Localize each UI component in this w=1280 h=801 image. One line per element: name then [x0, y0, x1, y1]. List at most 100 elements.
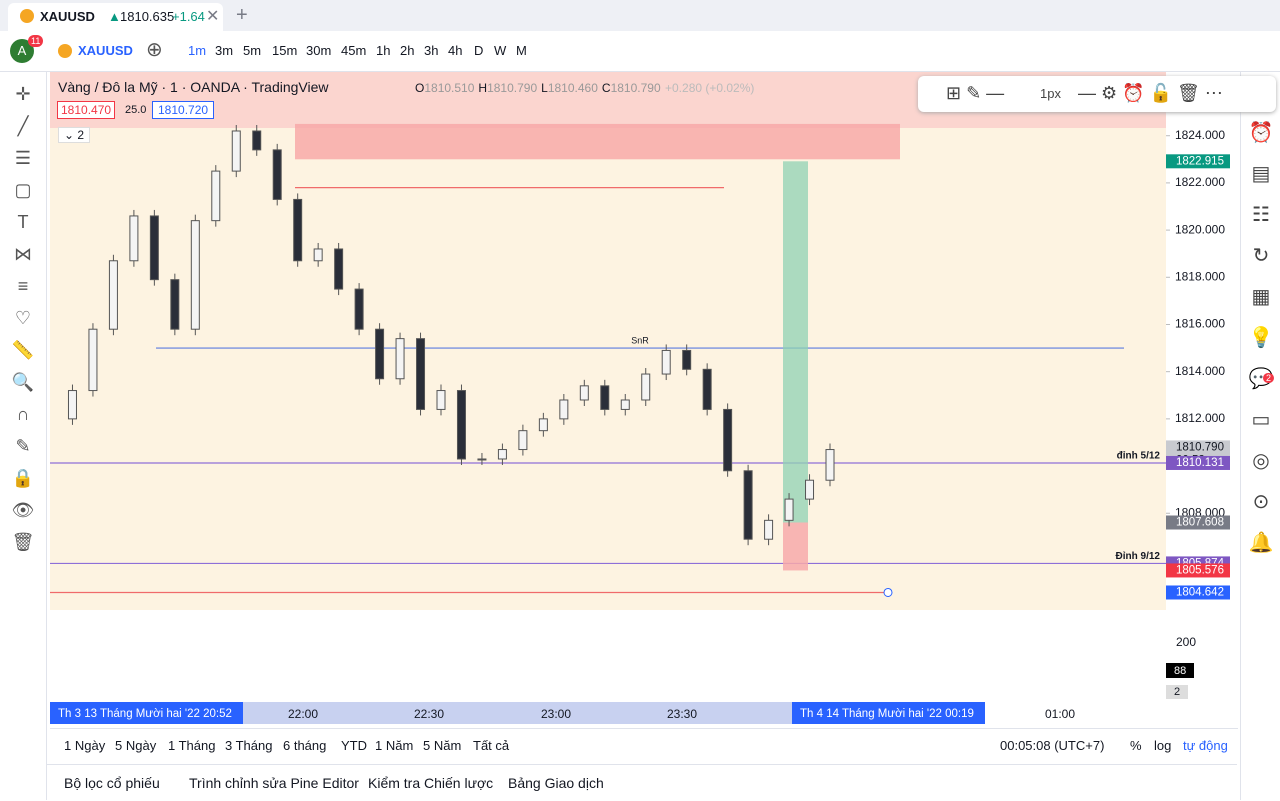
ask[interactable]: 1810.720 — [152, 101, 215, 119]
value: 1810.790 — [610, 81, 661, 95]
interval[interactable]: 2h — [400, 43, 415, 58]
x-tick-label: 23:00 — [541, 707, 571, 721]
badge: 11 — [28, 35, 44, 47]
interval[interactable]: D — [474, 43, 484, 58]
level-label: Đỉnh 9/12 — [1116, 551, 1161, 562]
up-arrow: ▲ — [108, 9, 121, 24]
interval[interactable]: 5m — [243, 43, 262, 58]
x-tick-label: 01:00 — [1045, 707, 1075, 721]
range[interactable]: 1 Tháng — [168, 738, 216, 753]
price-tag — [1166, 515, 1230, 530]
candle — [538, 418, 548, 432]
volume-tag — [1166, 663, 1194, 678]
value: 1810.790 — [487, 81, 538, 95]
target-zone — [783, 161, 808, 523]
x-tick-label: 22:00 — [288, 707, 318, 721]
y-tick-label: 1818.000 — [1175, 269, 1225, 283]
candle — [682, 349, 692, 370]
volume-axis-label: 200 — [1176, 635, 1196, 649]
candle — [600, 385, 610, 410]
toolbar: A 11 XAUUSD ⊕ 1m 3m 5m 15m 30m 45m 1h 2h 3h 4h D W M — [0, 31, 1280, 72]
compare[interactable]: ⊕ — [146, 39, 163, 61]
badge: 2 — [1263, 373, 1275, 383]
interval[interactable]: 45m — [341, 43, 367, 58]
price-tag — [1166, 455, 1230, 470]
line-width[interactable]: 1px — [1040, 86, 1061, 101]
new-tab[interactable]: + — [236, 4, 248, 26]
scale-option[interactable]: tự động — [1183, 738, 1228, 753]
right-sidebar[interactable]: ☰⏰▤☷↻▦💡💬▭◎⊙🔔 — [1240, 72, 1280, 800]
interval[interactable]: 3h — [424, 43, 439, 58]
interval[interactable]: 30m — [306, 43, 332, 58]
y-tick-label: 1814.000 — [1175, 364, 1225, 378]
candle — [456, 390, 466, 460]
candle — [620, 399, 630, 410]
volume-tag-label: 88 — [1174, 665, 1186, 677]
candle — [743, 470, 753, 540]
candle — [149, 215, 159, 281]
tab-price: 1810.635 — [120, 9, 175, 24]
scale-option[interactable]: log — [1154, 738, 1172, 753]
bid[interactable]: 1810.470 — [57, 101, 116, 119]
range[interactable]: 5 Ngày — [115, 738, 157, 753]
price-tag — [1166, 154, 1230, 169]
bottom-tab[interactable]: Trình chỉnh sửa Pine Editor — [189, 775, 359, 791]
icon — [20, 9, 34, 23]
level-label: đỉnh 5/12 — [1117, 451, 1161, 462]
ohlc: O1810.510 H1810.790 L1810.460 C1810.790 — [415, 81, 665, 95]
range[interactable]: 3 Tháng — [225, 738, 273, 753]
symbol[interactable]: XAUUSD — [78, 43, 133, 58]
candle — [211, 170, 221, 222]
range[interactable]: YTD — [341, 738, 367, 753]
candle — [354, 288, 364, 330]
candle — [231, 130, 241, 172]
tools[interactable]: ✛ ╱ ☰ ▢ T ⋈ ≡ ♡ 📏 🔍 ∩ ✎ 🔒 👁 🗑 — [11, 84, 35, 552]
candle — [67, 390, 77, 420]
candle — [272, 149, 282, 200]
interval[interactable]: 1h — [376, 43, 391, 58]
candle — [190, 220, 200, 330]
clock[interactable]: 00:05:08 (UTC+7) — [1000, 738, 1105, 753]
range[interactable]: 1 Ngày — [64, 738, 106, 753]
tab[interactable]: XAUUSD ▲ 1810.635 +1.64 ✕ — [8, 3, 223, 31]
value: 1810.510 — [424, 81, 475, 95]
volume-pane — [50, 610, 1166, 698]
icons[interactable]: ⊞ ✎ — — [946, 83, 1005, 103]
y-tick-label: 1812.000 — [1175, 411, 1225, 425]
range[interactable]: 5 Năm — [423, 738, 462, 753]
y-tick-label: 1824.000 — [1175, 128, 1225, 142]
interval[interactable]: 1m — [188, 43, 207, 58]
range[interactable]: Tất cả — [473, 738, 510, 753]
icons[interactable]: — ⚙ ⏰ 🔓 🗑 ⋯ — [1078, 83, 1223, 103]
candle — [334, 248, 344, 290]
bottom-tab[interactable]: Kiểm tra Chiến lược — [368, 775, 494, 791]
interval[interactable]: M — [516, 43, 527, 58]
count: 2 — [77, 128, 85, 142]
interval[interactable]: W — [494, 43, 507, 58]
icon — [58, 44, 72, 58]
interval[interactable]: 3m — [215, 43, 234, 58]
scale-option[interactable]: % — [1130, 738, 1142, 753]
y-tick-label: 1822.000 — [1175, 175, 1225, 189]
interval[interactable]: 15m — [272, 43, 298, 58]
key: O — [415, 81, 425, 95]
interval[interactable]: 4h — [448, 43, 463, 58]
range[interactable]: 6 tháng — [283, 738, 327, 753]
price-tag-label: 1810.790 — [1176, 441, 1224, 453]
range[interactable]: 1 Năm — [375, 738, 414, 753]
price-tag-label: 1804.642 — [1176, 587, 1224, 599]
collapse[interactable]: ⌄ 2 — [58, 127, 91, 143]
close[interactable]: ✕ — [206, 8, 220, 25]
candle — [661, 349, 671, 375]
ohlc-item: L1810.460 — [541, 81, 598, 95]
bottom-tab[interactable]: Bảng Giao dịch — [508, 775, 604, 791]
candle — [579, 385, 589, 401]
zone — [295, 123, 900, 160]
candle — [313, 248, 323, 262]
candle — [641, 373, 651, 401]
bottom-tab[interactable]: Bộ lọc cổ phiếu — [64, 775, 160, 791]
candle — [518, 430, 528, 451]
candle — [436, 390, 446, 410]
candle — [477, 458, 487, 461]
